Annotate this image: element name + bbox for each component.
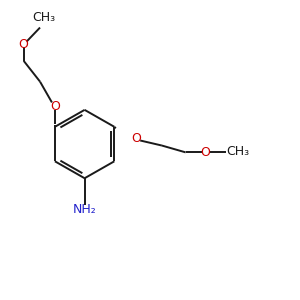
Text: NH₂: NH₂: [73, 203, 97, 216]
Text: CH₃: CH₃: [226, 145, 249, 158]
Text: CH₃: CH₃: [32, 11, 55, 24]
Text: O: O: [19, 38, 28, 51]
Text: O: O: [50, 100, 60, 112]
Text: O: O: [132, 132, 142, 145]
Text: O: O: [200, 146, 210, 159]
